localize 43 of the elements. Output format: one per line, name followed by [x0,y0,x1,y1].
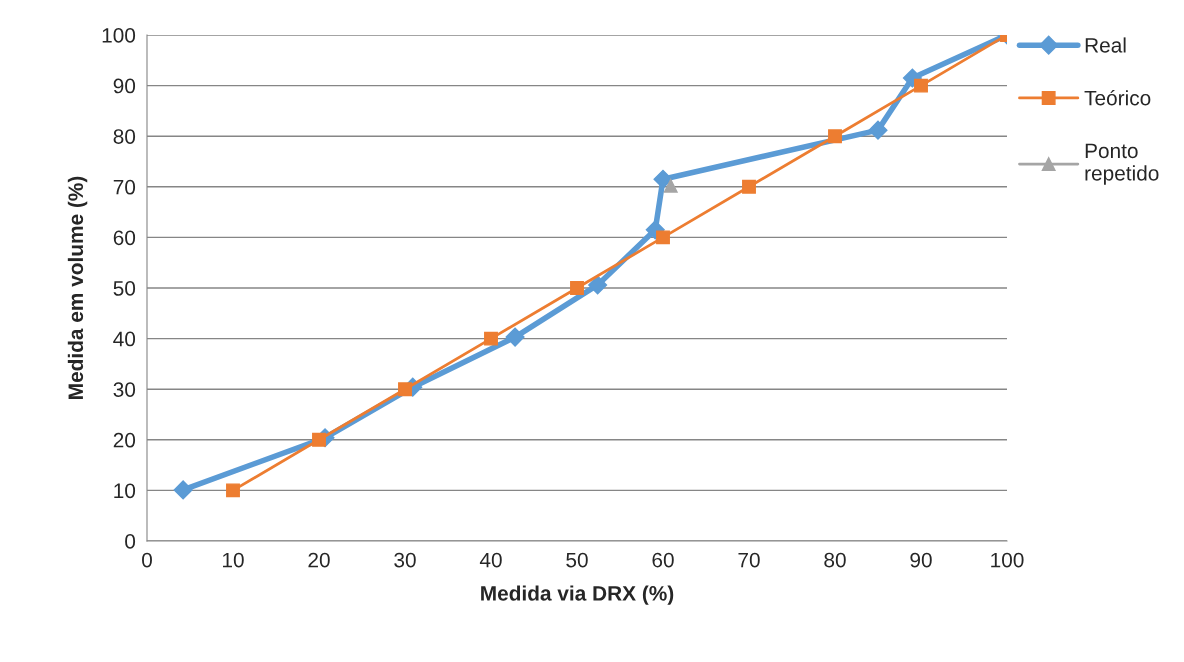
y-tick-label: 70 [113,179,136,195]
x-tick-label: 60 [652,552,674,568]
x-tick-label: 80 [824,552,846,568]
x-tick-label: 70 [738,552,760,568]
point [484,331,498,346]
y-tick-label: 20 [113,432,136,448]
x-tick-label: 100 [991,552,1024,568]
point [173,480,193,500]
y-tick-label: 10 [114,483,136,499]
y-tick-label: 40 [113,331,136,347]
y-tick-label: 50 [113,281,136,296]
legend-label: Teórico [1084,89,1151,106]
point [398,382,412,397]
y-tick-label: 60 [113,230,136,246]
y-tick-label: 80 [113,129,136,144]
y-axis-title: Medida em volume (%) [67,176,88,399]
x-tick-label: 90 [910,552,932,568]
x-axis-title: Medida via DRX (%) [481,585,674,605]
point [828,129,842,144]
point [570,281,584,295]
point [588,275,608,295]
x-tick-label: 0 [142,552,152,568]
point [868,120,888,140]
y-tick-label: 100 [102,28,136,43]
point [742,179,756,194]
legend-label: Real [1085,37,1126,53]
x-tick-label: 50 [566,552,588,568]
point [656,230,670,245]
x-tick-label: 30 [394,552,416,568]
x-tick-label: 20 [308,552,330,568]
y-tick-label: 0 [125,534,136,549]
legend-label: Ponto repetido [1085,143,1159,185]
point [312,432,326,447]
x-tick-label: 40 [479,552,502,568]
point [914,78,928,93]
point [902,68,922,88]
x-tick-label: 10 [223,552,244,568]
point [653,169,673,189]
point [226,483,240,498]
point [663,178,678,193]
y-tick-label: 30 [113,382,136,397]
y-tick-label: 90 [113,78,136,94]
point [505,327,525,347]
